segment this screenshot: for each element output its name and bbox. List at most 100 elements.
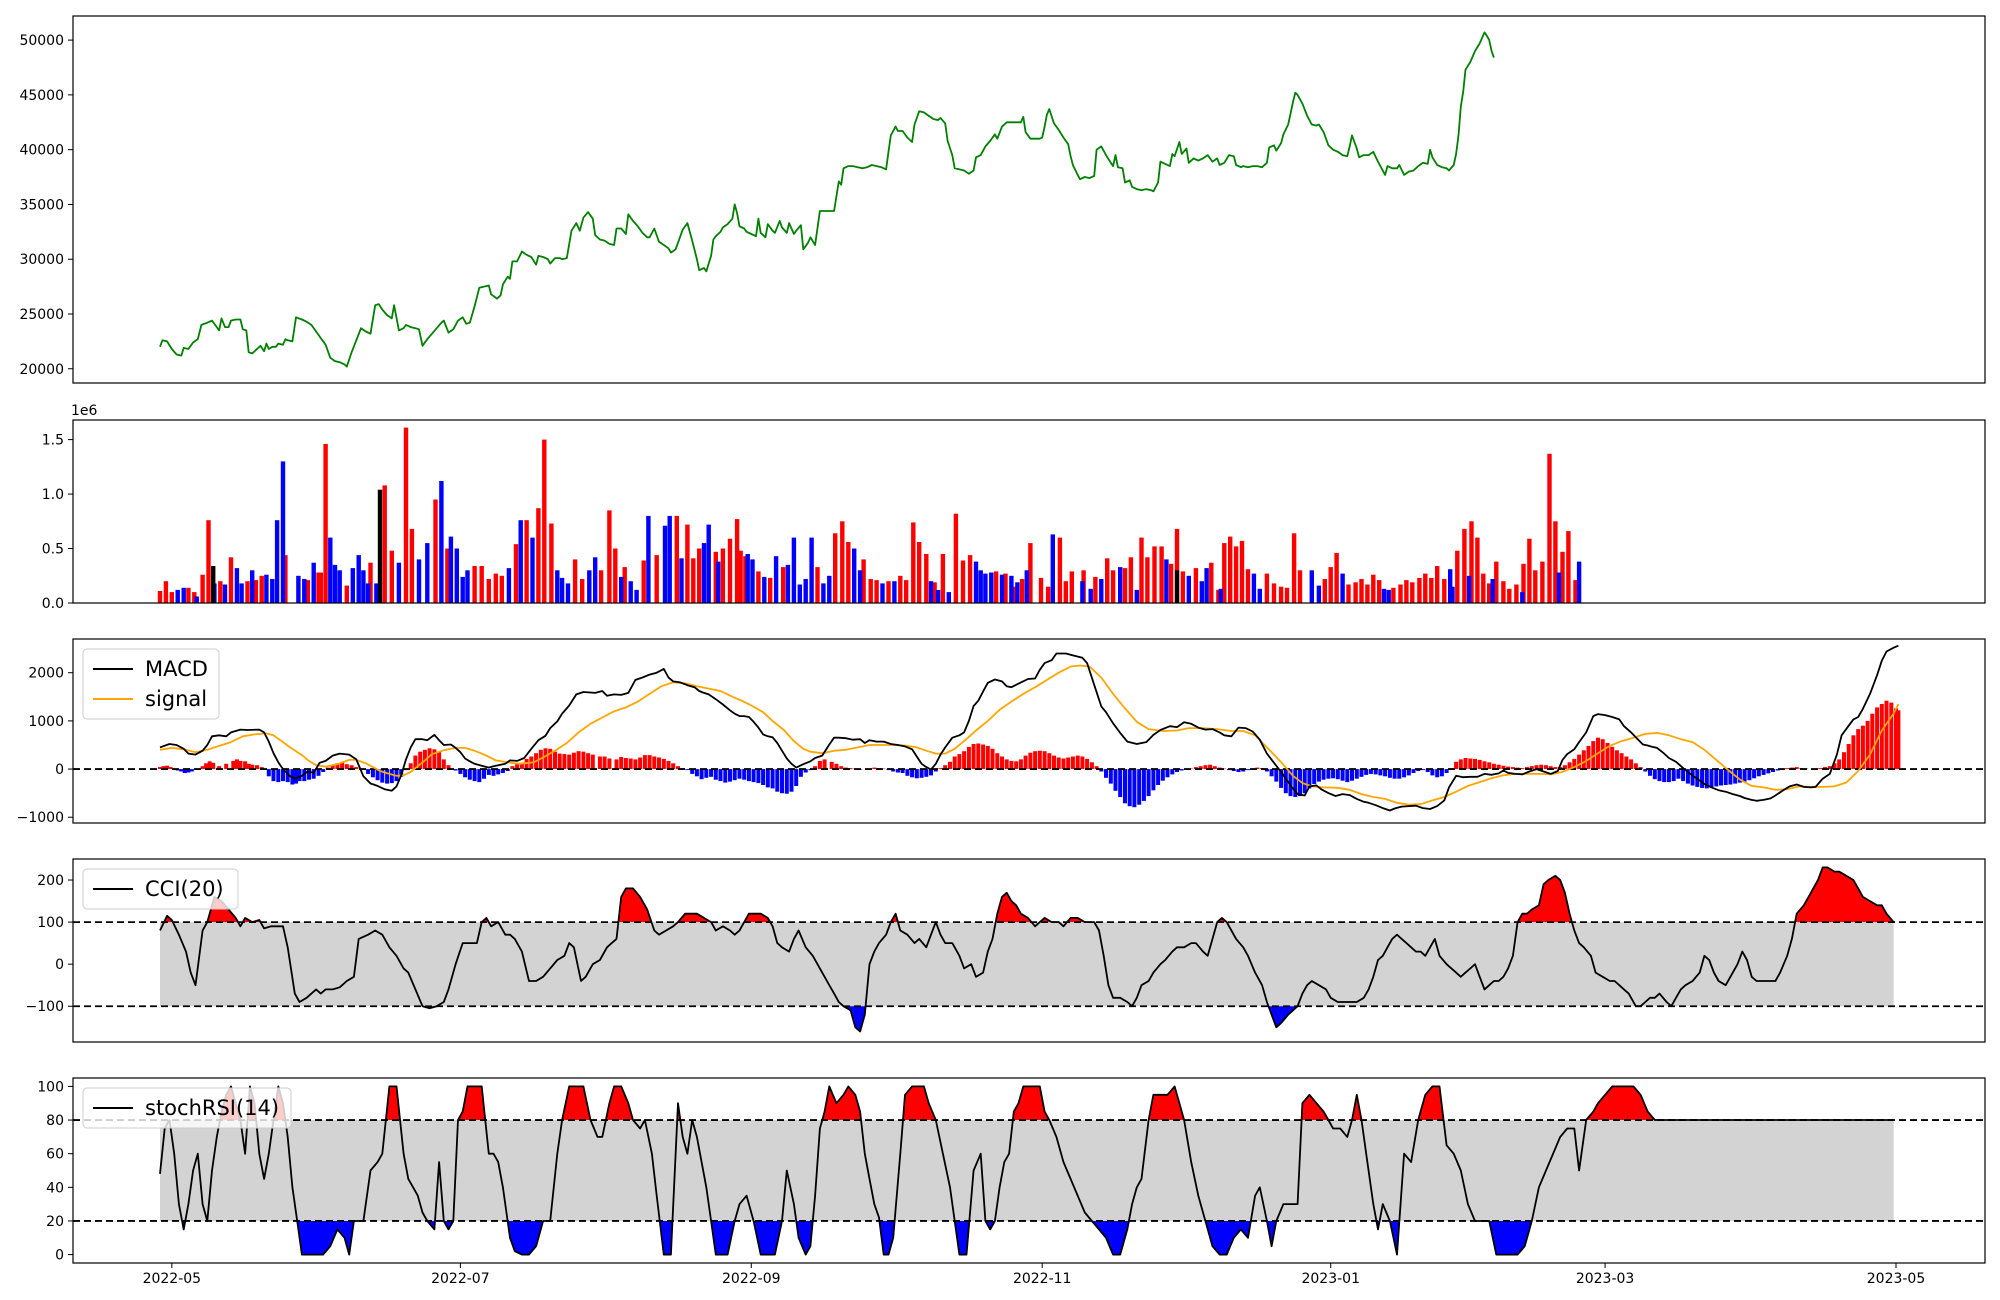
macd-hist-bar-positive bbox=[614, 759, 619, 769]
macd-hist-bar-negative bbox=[186, 769, 191, 773]
macd-hist-bar-negative bbox=[1681, 769, 1686, 782]
axes-frame bbox=[72, 858, 1986, 1043]
volume-bar-down bbox=[264, 574, 269, 603]
macd-hist-bar-negative bbox=[276, 769, 281, 783]
volume-bar-down bbox=[646, 515, 651, 603]
macd-hist-bar-negative bbox=[1288, 769, 1293, 797]
volume-bar-up bbox=[433, 499, 438, 603]
macd-hist-bar-positive bbox=[619, 757, 624, 769]
macd-hist-bar-negative bbox=[453, 769, 458, 771]
volume-bar-up bbox=[445, 548, 450, 603]
macd-hist-bar-positive bbox=[1879, 704, 1884, 769]
volume-bar-up bbox=[218, 581, 223, 603]
y-tick-label: 35000 bbox=[19, 197, 64, 213]
plot-area bbox=[73, 866, 1985, 1033]
volume-bar-down bbox=[762, 576, 767, 603]
volume-bar-down bbox=[634, 589, 639, 603]
volume-bar-down bbox=[1556, 572, 1562, 603]
macd-hist-bar-positive bbox=[1463, 758, 1468, 770]
volume-bar-down bbox=[1186, 575, 1191, 603]
volume-bar-up bbox=[756, 571, 761, 603]
macd-hist-bar-negative bbox=[366, 769, 371, 774]
volume-bar-up bbox=[542, 439, 547, 603]
volume-bar-up bbox=[743, 556, 748, 603]
macd-hist-bar-negative bbox=[1269, 769, 1274, 777]
macd-hist-bar-positive bbox=[231, 760, 236, 770]
volume-bar-down bbox=[1080, 581, 1085, 603]
volume-bar-down bbox=[1257, 588, 1262, 603]
volume-bar-down bbox=[999, 574, 1005, 603]
y-tick-label: 40000 bbox=[19, 143, 64, 159]
macd-hist-bar-positive bbox=[553, 751, 557, 769]
macd-hist-bar-positive bbox=[948, 761, 952, 769]
macd-hist-bar-positive bbox=[1458, 759, 1463, 769]
volume-bar-down bbox=[852, 548, 857, 603]
macd-hist-bar-positive bbox=[1193, 767, 1198, 769]
x-tick-label: 2023-05 bbox=[1867, 1271, 1926, 1287]
volume-bar-up bbox=[874, 580, 879, 603]
volume-bar-up bbox=[1122, 568, 1128, 603]
volume-bar-down bbox=[797, 584, 802, 603]
x-tick-label: 2023-03 bbox=[1576, 1271, 1635, 1287]
macd-hist-bar-negative bbox=[1151, 769, 1156, 791]
macd-hist-bar-positive bbox=[829, 761, 834, 769]
macd-hist-bar-negative bbox=[919, 769, 924, 778]
macd-hist-bar-positive bbox=[597, 756, 602, 769]
macd-hist-bar-positive bbox=[1042, 751, 1047, 769]
volume-bar-up bbox=[493, 573, 498, 603]
volume-bar-up bbox=[1264, 573, 1270, 603]
macd-hist-bar-positive bbox=[834, 763, 839, 770]
y-tick-label: 1000 bbox=[28, 714, 64, 730]
y-tick-label: 0.0 bbox=[42, 596, 64, 612]
volume-bar-up bbox=[1271, 583, 1277, 603]
volume-bar-up bbox=[245, 581, 250, 603]
macd-hist-bar-positive bbox=[822, 759, 827, 769]
volume-bar-down bbox=[593, 557, 598, 603]
y-tick-label: 200 bbox=[37, 873, 64, 889]
volume-bar-up bbox=[318, 572, 323, 603]
macd-hist-bar-negative bbox=[1676, 769, 1681, 779]
macd-hist-bar-positive bbox=[1075, 755, 1080, 770]
macd-hist-bar-positive bbox=[1529, 766, 1534, 770]
macd-hist-bar-positive bbox=[557, 753, 562, 769]
volume-bar-up bbox=[898, 575, 903, 603]
volume-bar-up bbox=[691, 558, 696, 603]
volume-bar-up bbox=[1494, 561, 1499, 603]
macd-hist-bar-negative bbox=[496, 769, 501, 775]
macd-hist-bar-positive bbox=[349, 765, 354, 770]
macd-hist-bar-positive bbox=[1198, 766, 1203, 770]
macd-hist-bar-negative bbox=[761, 769, 766, 785]
price-panel: 20000 25000 30000 35000 40000 45000 50000 bbox=[19, 15, 1986, 384]
volume-bar-up bbox=[1228, 536, 1233, 603]
volume-bar-down bbox=[175, 589, 180, 603]
macd-hist-bar-negative bbox=[690, 769, 695, 774]
macd-hist-bar-positive bbox=[413, 755, 418, 770]
volume-bar-down bbox=[973, 561, 979, 603]
volume-bar-up bbox=[1521, 563, 1526, 603]
y-tick-label: 0 bbox=[55, 762, 64, 778]
volume-bar-up bbox=[734, 519, 740, 603]
volume-bar-up bbox=[1429, 577, 1434, 603]
macd-hist-bar-positive bbox=[1896, 710, 1901, 770]
macd-hist-bar-positive bbox=[1491, 763, 1496, 770]
volume-bar-up bbox=[1239, 540, 1245, 603]
legend-box bbox=[82, 648, 220, 720]
macd-hist-bar-positive bbox=[1047, 753, 1052, 770]
macd-hist-bar-negative bbox=[924, 769, 929, 777]
volume-bar-up bbox=[685, 524, 690, 603]
macd-hist-bar-positive bbox=[952, 756, 957, 769]
macd-hist-bar-positive bbox=[1827, 766, 1832, 770]
macd-hist-bar-negative bbox=[321, 769, 326, 772]
volume-bar-up bbox=[1553, 521, 1558, 603]
legend-label-macd: MACD bbox=[145, 657, 208, 681]
volume-bar-down bbox=[773, 556, 779, 603]
volume-bar-down bbox=[989, 572, 994, 603]
price-line bbox=[159, 31, 1495, 368]
axes-frame bbox=[72, 419, 1986, 604]
volume-bar-up bbox=[1435, 566, 1440, 603]
volume-bar-up bbox=[1371, 574, 1376, 603]
macd-hist-bar-positive bbox=[543, 748, 548, 769]
macd-hist-bar-negative bbox=[1108, 769, 1113, 784]
macd-hist-bar-negative bbox=[1723, 769, 1728, 785]
volume-bar-down bbox=[1218, 588, 1223, 603]
